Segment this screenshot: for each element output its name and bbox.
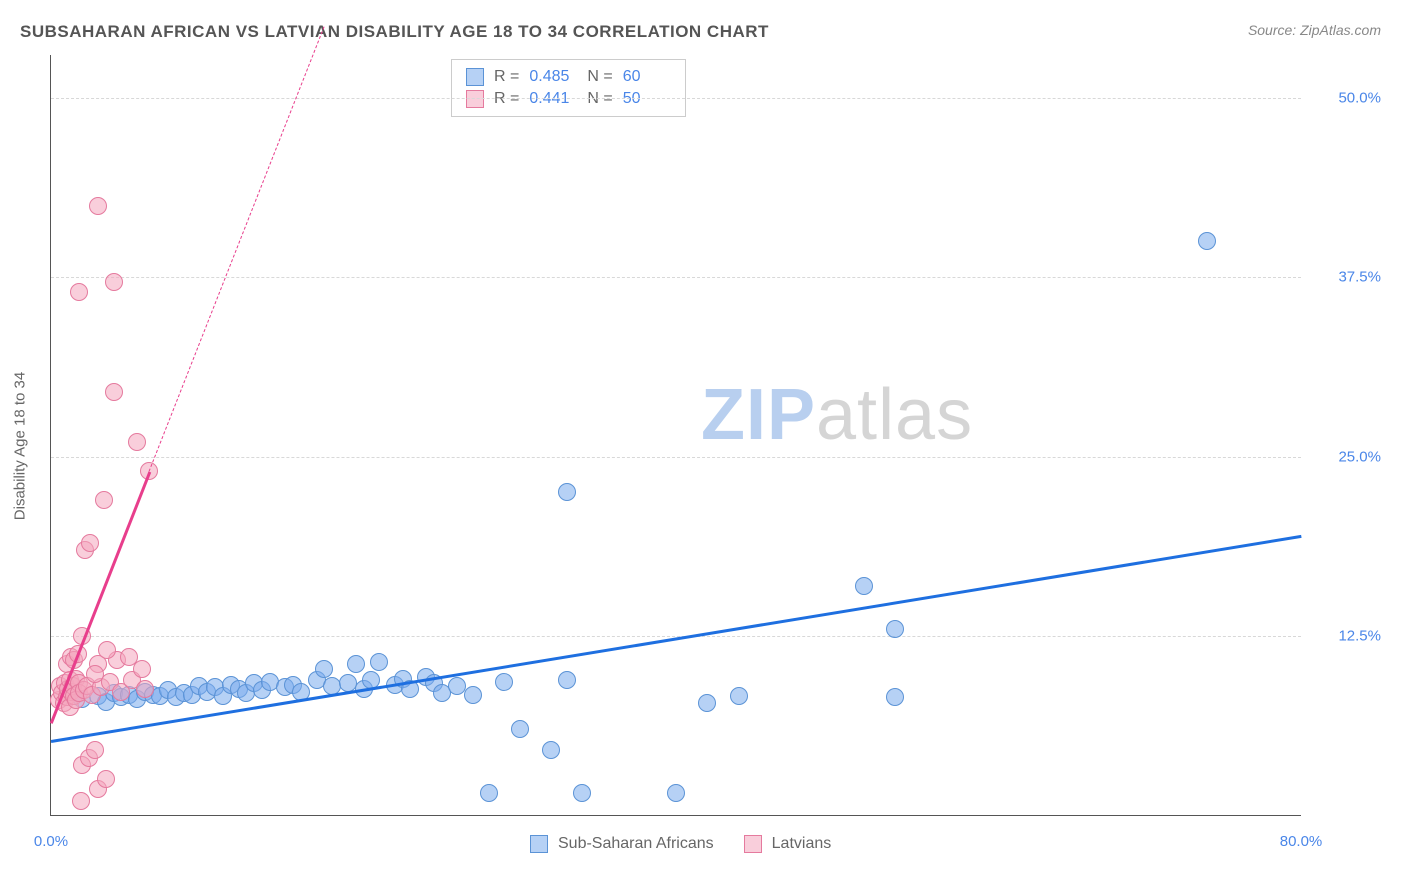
data-point-pink <box>97 770 115 788</box>
data-point-blue <box>347 655 365 673</box>
data-point-blue <box>667 784 685 802</box>
chart-container: SUBSAHARAN AFRICAN VS LATVIAN DISABILITY… <box>0 0 1406 892</box>
data-point-pink <box>70 283 88 301</box>
series-name: Sub-Saharan Africans <box>558 835 714 853</box>
data-point-pink <box>105 383 123 401</box>
legend-swatch <box>744 835 762 853</box>
data-point-blue <box>558 483 576 501</box>
series-name: Latvians <box>772 835 832 853</box>
data-point-pink <box>105 273 123 291</box>
data-point-blue <box>573 784 591 802</box>
watermark-atlas: atlas <box>816 375 973 455</box>
y-axis-title: Disability Age 18 to 34 <box>12 372 29 520</box>
series-legend: Sub-Saharan Africans Latvians <box>530 833 831 855</box>
data-point-pink <box>89 197 107 215</box>
data-point-blue <box>495 673 513 691</box>
correlation-legend: R =0.485N =60R =0.441N =50 <box>451 59 686 117</box>
n-value: 60 <box>623 68 671 86</box>
x-tick-label: 80.0% <box>1280 833 1323 850</box>
y-tick-label: 50.0% <box>1338 90 1381 107</box>
source-label: Source: ZipAtlas.com <box>1248 22 1381 38</box>
data-point-blue <box>698 694 716 712</box>
data-point-blue <box>730 687 748 705</box>
data-point-blue <box>464 686 482 704</box>
data-point-blue <box>886 620 904 638</box>
data-point-blue <box>542 741 560 759</box>
series-legend-item: Sub-Saharan Africans <box>530 833 714 855</box>
grid-line <box>51 277 1301 278</box>
grid-line <box>51 98 1301 99</box>
stat-legend-row: R = 0.485 N = 60 <box>466 66 671 88</box>
data-point-pink <box>136 680 154 698</box>
series-legend-item: Latvians <box>744 833 832 855</box>
data-point-blue <box>886 688 904 706</box>
data-point-pink <box>86 741 104 759</box>
data-point-pink <box>72 792 90 810</box>
grid-line <box>51 457 1301 458</box>
data-point-blue <box>370 653 388 671</box>
data-point-blue <box>315 660 333 678</box>
y-tick-label: 25.0% <box>1338 448 1381 465</box>
data-point-blue <box>511 720 529 738</box>
data-point-pink <box>128 433 146 451</box>
watermark: ZIPatlas <box>701 374 973 456</box>
data-point-pink <box>98 641 116 659</box>
r-value: 0.485 <box>529 68 577 86</box>
data-point-pink <box>81 534 99 552</box>
legend-swatch <box>530 835 548 853</box>
r-label: R = <box>494 68 519 86</box>
n-label: N = <box>587 68 612 86</box>
x-tick-label: 0.0% <box>34 833 68 850</box>
chart-title: SUBSAHARAN AFRICAN VS LATVIAN DISABILITY… <box>20 22 769 42</box>
data-point-pink <box>95 491 113 509</box>
plot-area: ZIPatlas R =0.485N =60R =0.441N =50 12.5… <box>50 55 1301 816</box>
legend-swatch <box>466 68 484 86</box>
data-point-pink <box>86 665 104 683</box>
data-point-blue <box>855 577 873 595</box>
data-point-blue <box>558 671 576 689</box>
y-tick-label: 12.5% <box>1338 627 1381 644</box>
data-point-pink <box>133 660 151 678</box>
trend-line <box>51 535 1301 743</box>
data-point-blue <box>480 784 498 802</box>
trend-line-dashed <box>149 27 325 472</box>
watermark-zip: ZIP <box>701 375 816 455</box>
data-point-blue <box>1198 232 1216 250</box>
y-tick-label: 37.5% <box>1338 269 1381 286</box>
